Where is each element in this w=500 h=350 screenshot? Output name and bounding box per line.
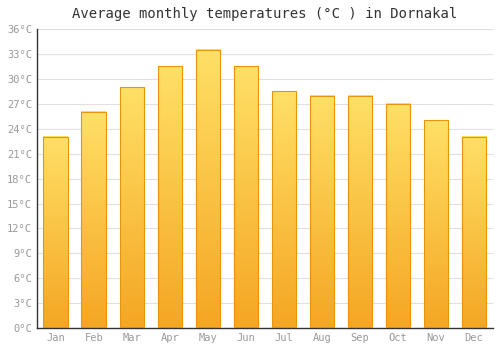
- Bar: [386, 104, 410, 328]
- Bar: [310, 96, 334, 328]
- Bar: [44, 137, 68, 328]
- Bar: [462, 137, 486, 328]
- Bar: [120, 87, 144, 328]
- Bar: [272, 91, 296, 328]
- Bar: [158, 66, 182, 328]
- Bar: [424, 120, 448, 328]
- Bar: [234, 66, 258, 328]
- Title: Average monthly temperatures (°C ) in Dornakal: Average monthly temperatures (°C ) in Do…: [72, 7, 458, 21]
- Bar: [82, 112, 106, 328]
- Bar: [348, 96, 372, 328]
- Bar: [196, 50, 220, 328]
